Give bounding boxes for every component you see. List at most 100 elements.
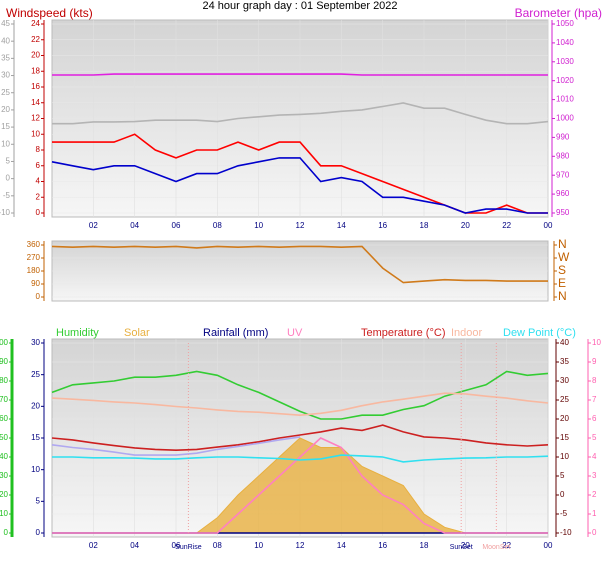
legend-entry: Rainfall (mm): [203, 327, 268, 339]
y2-tick-label: 5: [560, 471, 565, 480]
legend-entry: UV: [287, 327, 303, 339]
x-tick-label: 22: [502, 221, 511, 230]
y4-tick-label: 0: [592, 528, 597, 537]
x-tick-label: 16: [378, 541, 387, 550]
y4-tick-label: 10: [592, 338, 601, 347]
y2-tick-label: N: [558, 289, 567, 303]
y2-tick-label: 960: [556, 189, 570, 198]
x-tick-label: 08: [213, 541, 222, 550]
y4-tick-label: 2: [592, 490, 597, 499]
y2-tick-label: 990: [556, 133, 570, 142]
y-tick-label: 24: [31, 19, 40, 28]
y2-tick-label: 30: [560, 376, 569, 385]
y2-tick-label: 20: [560, 414, 569, 423]
y4-tick-label: 9: [592, 357, 597, 366]
y-tick-label: 10: [31, 129, 40, 138]
line: [51, 245, 548, 284]
y2-tick-label: 25: [560, 395, 569, 404]
y-tick-label: 6: [36, 161, 41, 170]
y2-tick-label: N: [558, 237, 567, 251]
x-tick-label: 20: [461, 221, 470, 230]
y2-tick-label: -10: [560, 528, 572, 537]
y2-tick-label: 1020: [556, 76, 574, 85]
x-tick-label: 16: [378, 221, 387, 230]
y-tick-label: 4: [36, 177, 41, 186]
y-tick-label: 90: [0, 357, 9, 366]
y-tick-label: 8: [36, 145, 41, 154]
y-tick-label: 20: [0, 490, 9, 499]
axis-title: Barometer (hpa): [515, 6, 602, 20]
y4-tick-label: 6: [592, 414, 597, 423]
y2-tick-label: 950: [556, 208, 570, 217]
y-tick-label: 22: [31, 35, 40, 44]
line: [52, 73, 548, 76]
y3-tick-label: -10: [0, 208, 11, 217]
x-tick-label: 02: [89, 221, 98, 230]
x-tick-label: 18: [420, 541, 429, 550]
y-tick-label: 270: [27, 253, 41, 262]
y3-tick-label: 15: [1, 122, 10, 131]
y-tick-label: 12: [31, 114, 40, 123]
x-tick-label: 06: [172, 541, 181, 550]
y2-tick-label: W: [558, 250, 570, 264]
y2-tick-label: 1040: [556, 38, 574, 47]
y-tick-label: 0: [36, 292, 41, 301]
y2-tick-label: 1010: [556, 95, 574, 104]
y2-tick-label: 980: [556, 151, 570, 160]
x-tick-label: 10: [254, 541, 263, 550]
y-tick-label: 20: [31, 51, 40, 60]
y-tick-label: 18: [31, 66, 40, 75]
y2-tick-label: 1050: [556, 19, 574, 28]
y-tick-label: 16: [31, 82, 40, 91]
x-tick-label: 04: [130, 541, 139, 550]
y4-tick-label: 7: [592, 395, 597, 404]
legend-entry: Dew Point (°C): [503, 327, 576, 339]
y-tick-label: 0: [36, 208, 41, 217]
y-tick-label: 50: [0, 433, 9, 442]
y3-tick-label: 25: [1, 88, 10, 97]
line: [51, 424, 549, 452]
x-tick-label: 20: [461, 541, 470, 550]
y-tick-label: 80: [0, 376, 9, 385]
x-tick-label: 14: [337, 221, 346, 230]
y2-tick-label: 15: [560, 433, 569, 442]
y4-tick-label: 1: [592, 509, 597, 518]
y-tick-label: 2: [36, 192, 41, 201]
y-tick-label: 180: [27, 266, 41, 275]
legend-entry: Indoor: [451, 327, 483, 339]
x-tick-label: 18: [420, 221, 429, 230]
y4-tick-label: 4: [592, 452, 597, 461]
x-tick-label: 02: [89, 541, 98, 550]
y-tick-label: 10: [0, 509, 9, 518]
y4-tick-label: 3: [592, 471, 597, 480]
legend-entry: Temperature (°C): [361, 327, 445, 339]
line: [51, 157, 548, 214]
x-tick-label: 12: [296, 541, 305, 550]
page-title: 24 hour graph day : 01 September 2022: [202, 0, 397, 12]
annotation: MoonSet: [482, 544, 510, 551]
line: [52, 437, 548, 534]
y3-tick-label: 10: [31, 465, 40, 474]
y2-tick-label: 35: [560, 357, 569, 366]
annotation: SunSet: [450, 544, 473, 551]
x-tick-label: 12: [296, 221, 305, 230]
y2-tick-label: E: [558, 276, 566, 290]
y-tick-label: 14: [31, 98, 40, 107]
x-tick-label: 08: [213, 221, 222, 230]
x-tick-label: 10: [254, 221, 263, 230]
y2-tick-label: -5: [560, 509, 568, 518]
legend-entry: Solar: [124, 327, 150, 339]
y-tick-label: 70: [0, 395, 9, 404]
line: [51, 436, 301, 456]
y2-tick-label: 40: [560, 338, 569, 347]
legend-entry: Humidity: [56, 327, 99, 339]
y2-tick-label: 0: [560, 490, 565, 499]
y-tick-label: 360: [27, 240, 41, 249]
y2-tick-label: S: [558, 263, 566, 277]
y2-tick-label: 1030: [556, 57, 574, 66]
y-tick-label: 40: [0, 452, 9, 461]
y3-tick-label: 5: [6, 157, 11, 166]
y3-tick-label: 25: [31, 370, 40, 379]
line: [51, 370, 549, 420]
